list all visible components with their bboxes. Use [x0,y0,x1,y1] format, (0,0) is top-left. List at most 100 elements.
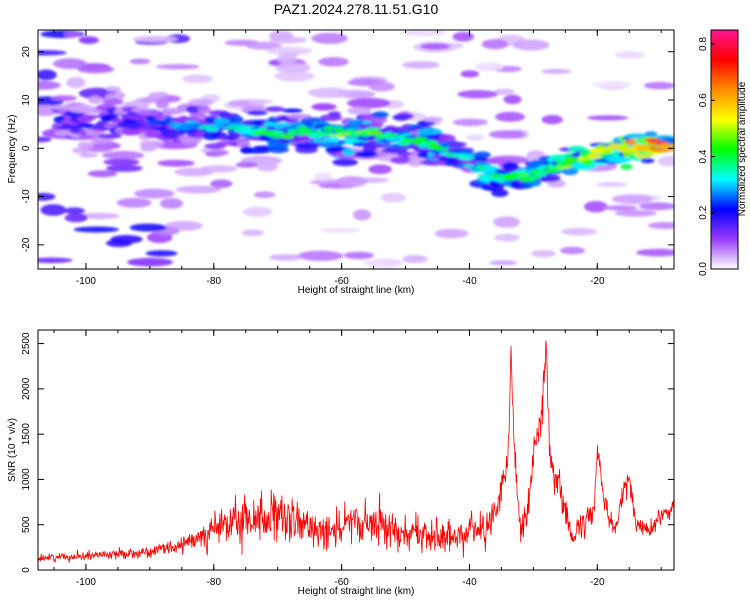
spectrogram-blob [77,141,93,149]
spectrogram-blob [347,106,372,115]
snr-x-tick-label: -20 [590,577,605,588]
spectrogram-blob [448,141,467,147]
spectrogram-blob [373,116,387,124]
spectrogram-blob [38,80,61,90]
spectrogram-blob [235,161,258,168]
spectrogram-blob [402,255,428,263]
spectrogram-blob [282,108,303,113]
spectrogram-blob [66,77,86,89]
spectrogram-blob [460,70,480,78]
colorbar-tick-label: 0.8 [698,37,709,51]
snr-x-axis-label: Height of straight line (km) [298,586,415,597]
spectrogram-blob [77,212,120,220]
spectrogram-blob [155,120,173,126]
spectrogram-blob [371,111,389,119]
spectrogram-blob [63,31,82,38]
spectrogram-blob [77,65,115,74]
spectrogram-blob [598,147,615,153]
spectrogram-blob [38,136,52,143]
spectrogram-blob [103,158,140,166]
spectrogram-blob [541,115,563,125]
spectrogram-x-tick-label: -80 [207,276,222,287]
snr-y-tick-label: 0 [21,567,32,573]
spectrogram-blob [329,133,347,138]
colorbar-gradient [710,29,739,270]
spectrogram-x-tick-label: -60 [334,276,349,287]
snr-frame [37,329,675,571]
spectrogram-blob [380,192,406,203]
spectrogram-blob [267,146,289,154]
spectrogram-blob [347,133,361,138]
spectrogram-blob [102,98,124,106]
spectrogram-blob [494,233,520,242]
colorbar-tick-label: 0.2 [698,205,709,219]
spectrogram-blob [512,39,550,51]
spectrogram-blob [343,251,375,260]
spectrogram-blob [620,163,633,170]
spectrogram-blob [531,250,556,258]
colorbar-label: Normalized spectral amplitude [737,81,748,216]
spectrogram-blob [643,81,674,90]
spectrogram-blob [268,30,294,41]
spectrogram-blob [241,229,264,237]
spectrogram-blob [563,156,580,163]
spectrogram-blob [87,170,118,178]
spectrogram-blob [659,142,670,147]
spectrogram-blob [591,81,633,88]
spectrogram-blob [253,191,276,198]
snr-y-tick-label: 500 [21,516,32,533]
snr-y-tick-label: 2000 [21,377,32,400]
spectrogram-blob [657,155,674,167]
spectrogram-blob [407,159,423,167]
spectrogram-blob [208,124,223,129]
colorbar-ticks: 0.0 0.2 0.4 0.6 0.8 [698,37,715,276]
spectrogram-blob [420,43,451,50]
spectrogram-blob [311,32,349,44]
spectrogram-blob [323,125,335,132]
snr-x-tick-label: -100 [76,577,96,588]
spectrogram-blob [127,257,174,267]
colorbar-tick-label: 0.4 [698,149,709,163]
spectrogram-blob [210,179,233,188]
spectrogram-blob [273,130,285,136]
spectrogram-blob [73,226,120,233]
snr-y-axis-label: SNR (10 * v/v) [7,418,18,482]
spectrogram-blob [40,204,67,216]
spectrogram-blob [257,126,268,131]
spectrogram-blob [639,144,651,151]
spectrogram-blob [473,151,491,159]
spectrogram-blob [180,136,201,145]
spectrogram-blob [197,105,212,114]
spectrogram-blob [560,246,586,255]
spectrogram-blob [466,134,485,141]
spectrogram-blob [246,110,268,116]
spectrogram-blob [105,86,121,92]
spectrogram-blob [474,62,504,72]
spectrogram-blob [434,228,469,239]
spectrogram-blob [90,139,115,145]
spectrogram-blob [438,134,456,143]
spectrogram-blob [536,171,548,177]
spectrogram-blob [422,116,444,123]
spectrogram-blob [97,133,122,139]
chart-title: PAZ1.2024.278.11.51.G10 [274,1,439,17]
spectrogram-blob [582,159,594,166]
spectrogram-blob [614,209,657,217]
spectrogram-y-tick-label: -10 [21,189,32,204]
spectrogram-blob [318,227,361,233]
spectrogram-blob [266,46,313,56]
spectrogram-blob [148,91,169,99]
spectrogram-blob [364,258,404,268]
spectrogram-blob [38,192,56,201]
spectrogram-blob [163,116,174,122]
spectrogram-blob [640,158,655,164]
spectrogram-blob [617,143,630,149]
spectrogram-blob [38,50,67,56]
spectrogram-blob [495,111,526,122]
spectrogram-blob [189,112,206,119]
spectrogram-blob [328,111,341,117]
spectrogram-blob [245,41,282,50]
spectrogram-blob [229,115,244,124]
